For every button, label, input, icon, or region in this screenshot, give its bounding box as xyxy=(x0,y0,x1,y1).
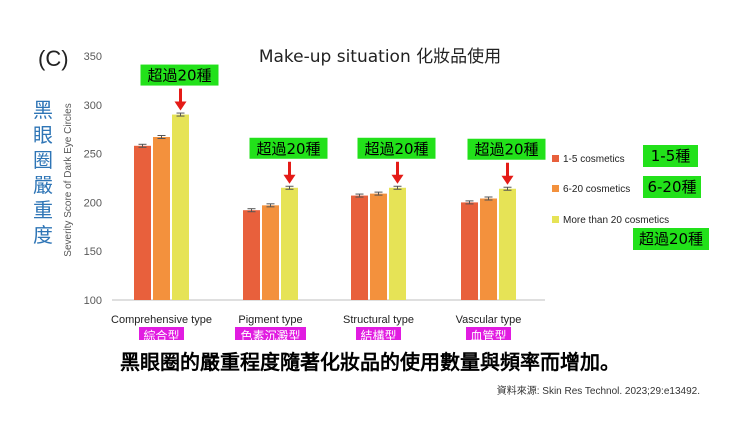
legend-label: 6-20 cosmetics xyxy=(563,184,630,195)
bar xyxy=(480,198,497,300)
legend-swatch xyxy=(552,185,559,192)
category-zh-label: 結構型 xyxy=(360,329,396,340)
annotation-label: 超過20種 xyxy=(474,141,538,159)
panel-label: (C) xyxy=(38,46,69,71)
x-tick-label: Structural type xyxy=(343,314,414,326)
legend-zh-highlight xyxy=(643,145,698,167)
source-citation: 資料來源: Skin Res Technol. 2023;29:e13492. xyxy=(496,386,700,397)
bar xyxy=(262,205,279,300)
bar xyxy=(389,187,406,300)
y-tick-label: 250 xyxy=(84,149,102,161)
annotation-label: 超過20種 xyxy=(256,140,320,158)
bar xyxy=(499,188,516,300)
caption: 黑眼圈的嚴重程度隨著化妝品的使用數量與頻率而增加。 xyxy=(120,350,620,374)
annotation-label: 超過20種 xyxy=(147,67,211,85)
category-zh-label: 綜合型 xyxy=(143,328,179,340)
bar xyxy=(153,137,170,300)
x-tick-label: Vascular type xyxy=(456,314,522,326)
annotation-highlight xyxy=(357,137,436,159)
bars xyxy=(134,112,516,300)
red-arrow-head xyxy=(283,174,296,184)
red-arrow-head xyxy=(391,174,404,184)
category-zh-highlight xyxy=(139,327,184,340)
bar xyxy=(243,210,260,300)
annotation-highlight xyxy=(467,138,546,160)
annotation-highlight xyxy=(249,137,328,159)
bar xyxy=(172,114,189,300)
legend-zh-highlight xyxy=(633,228,709,250)
x-axis-labels: Comprehensive type 綜合型 Pigment type 色素沉澱型 St… xyxy=(111,314,521,340)
category-zh-highlight xyxy=(235,327,306,340)
legend-label: 1-5 cosmetics xyxy=(563,154,625,165)
y-tick-label: 100 xyxy=(84,295,102,307)
annotation-highlight xyxy=(140,64,219,86)
legend-swatch xyxy=(552,155,559,162)
legend-zh-highlight xyxy=(643,176,701,198)
chart: (C) Make-up situation 化妝品使用 Severity Sco… xyxy=(38,46,709,340)
y-tick-label: 350 xyxy=(84,51,102,63)
bar xyxy=(281,187,298,300)
y-axis-label-zh: 黑眼圈嚴重度 xyxy=(33,98,53,247)
x-tick-label: Comprehensive type xyxy=(111,314,212,326)
legend-swatch xyxy=(552,216,559,223)
category-zh-label: 色素沉澱型 xyxy=(240,329,300,340)
chart-title: Make-up situation 化妝品使用 xyxy=(259,46,501,67)
y-tick-label: 300 xyxy=(84,100,102,112)
category-zh-label: 血管型 xyxy=(470,328,506,340)
category-zh-highlight xyxy=(356,327,401,340)
legend: 1-5 cosmetics 1-5種 6-20 cosmetics 6-20種 More… xyxy=(552,145,709,250)
y-tick-label: 150 xyxy=(84,246,102,258)
y-tick-label: 200 xyxy=(84,197,102,209)
bar xyxy=(134,145,151,300)
bar xyxy=(351,195,368,300)
category-zh-highlight xyxy=(466,327,511,340)
red-arrow-head xyxy=(174,101,187,111)
legend-zh-label: 超過20種 xyxy=(639,230,703,248)
legend-zh-label: 1-5種 xyxy=(651,147,691,165)
y-axis-label: Severity Score of Dark Eye Circles xyxy=(63,103,74,256)
x-tick-label: Pigment type xyxy=(238,314,302,326)
red-arrow-head xyxy=(501,175,514,185)
bar xyxy=(370,193,387,300)
legend-label: More than 20 cosmetics xyxy=(563,215,669,226)
bar xyxy=(461,202,478,300)
annotation-label: 超過20種 xyxy=(364,140,428,158)
legend-zh-label: 6-20種 xyxy=(647,178,696,196)
